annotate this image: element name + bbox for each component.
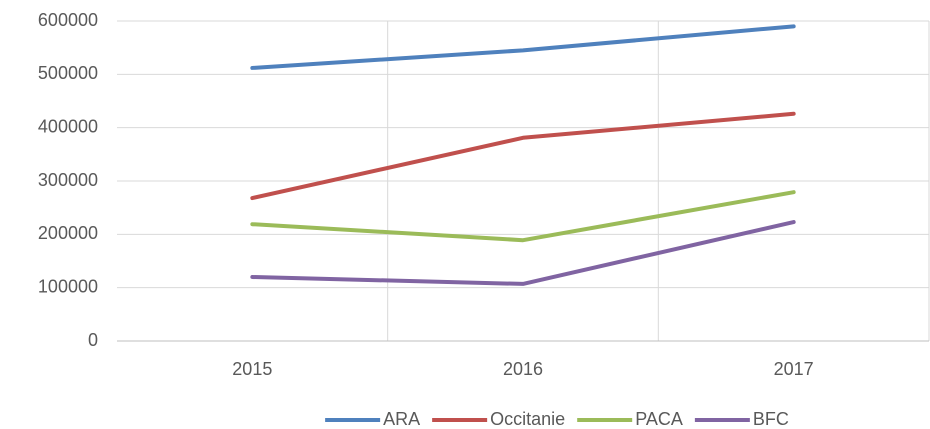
x-tick-label: 2017 (774, 359, 814, 379)
y-tick-label: 0 (88, 330, 98, 350)
legend-label: ARA (383, 409, 420, 429)
y-tick-label: 300000 (38, 170, 98, 190)
y-tick-label: 100000 (38, 276, 98, 296)
x-tick-label: 2016 (503, 359, 543, 379)
series-line (250, 24, 796, 70)
y-tick-label: 600000 (38, 10, 98, 30)
series-line (250, 220, 796, 286)
series-line (250, 111, 796, 201)
series-line (250, 190, 796, 243)
y-tick-label: 200000 (38, 223, 98, 243)
x-tick-label: 2015 (232, 359, 272, 379)
y-tick-label: 400000 (38, 116, 98, 136)
legend-label: BFC (753, 409, 789, 429)
legend-label: PACA (635, 409, 683, 429)
legend-label: Occitanie (490, 409, 565, 429)
y-tick-label: 500000 (38, 63, 98, 83)
